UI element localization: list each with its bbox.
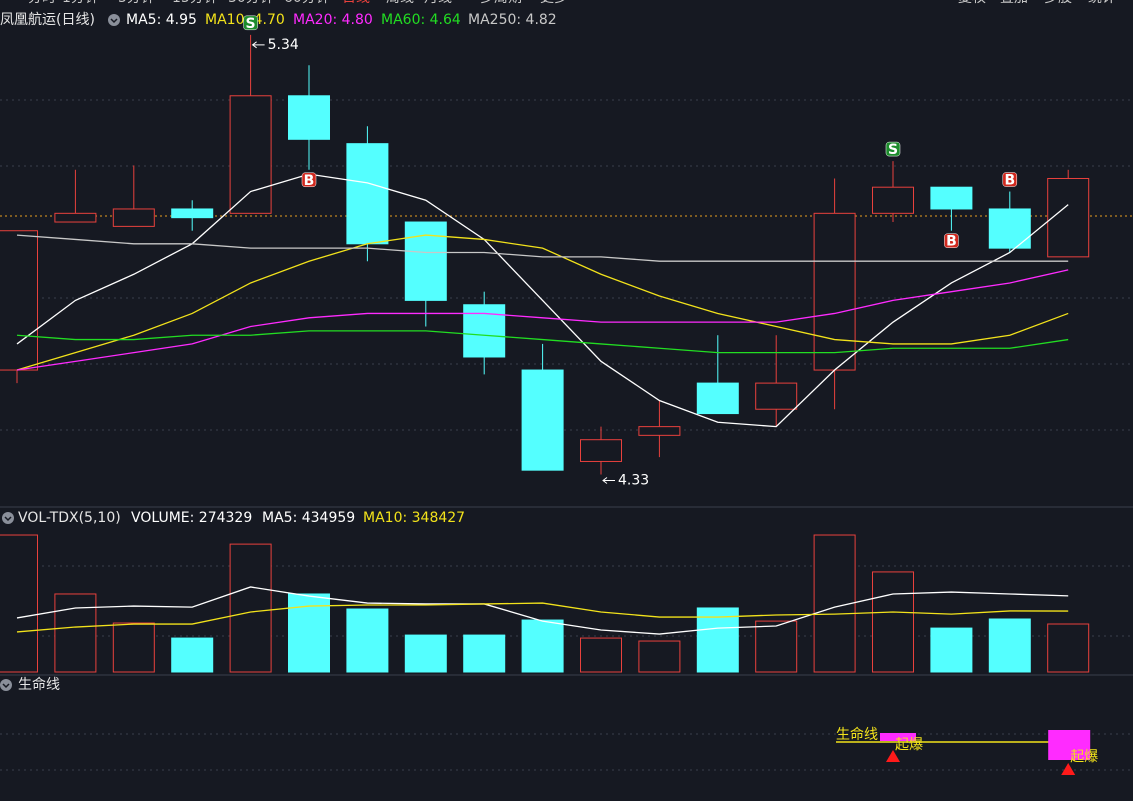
toolbar-tab[interactable]: 月线 xyxy=(424,0,452,6)
dropdown-icon xyxy=(108,14,120,26)
candle-body xyxy=(404,221,447,301)
signal-label: 起爆 xyxy=(895,737,923,753)
candle-body xyxy=(521,369,564,471)
signal-badge xyxy=(885,141,901,157)
chart-title: 凤凰航运(日线) xyxy=(0,12,95,28)
signal-badge xyxy=(1002,172,1018,187)
candle-body xyxy=(872,186,914,214)
volume-bar xyxy=(755,620,798,673)
candle-body xyxy=(755,382,798,410)
toolbar-tab[interactable]: 日线 xyxy=(342,0,370,6)
candle-body xyxy=(54,212,97,223)
volume-bar xyxy=(112,622,155,673)
volume-bar xyxy=(1047,623,1090,673)
candle-body xyxy=(346,143,389,245)
toolbar-tab[interactable]: 周线 xyxy=(386,0,414,6)
volume-bar xyxy=(638,640,681,673)
signal-label: B xyxy=(946,234,957,250)
volume-bar xyxy=(229,543,272,673)
volume-bar xyxy=(346,608,389,673)
candle-body xyxy=(1047,177,1090,258)
signal-badge xyxy=(243,15,258,31)
dropdown-arrow xyxy=(4,516,12,522)
signal-label: B xyxy=(1004,173,1015,189)
legend-entry: VOLUME: 274329 xyxy=(131,510,252,526)
toolbar-tab[interactable]: 15分钟 xyxy=(172,0,218,6)
toolbar-button[interactable]: 复权 xyxy=(958,0,986,6)
volume-bar xyxy=(872,571,914,673)
annotation-arrow xyxy=(251,41,265,49)
dropdown-icon xyxy=(0,679,12,691)
dropdown-arrow xyxy=(2,683,10,689)
panel-title: VOL-TDX(5,10) xyxy=(18,510,121,526)
annotation-label: 5.34 xyxy=(268,37,299,53)
candle-body xyxy=(463,304,506,358)
toolbar-tab[interactable]: 30分钟 xyxy=(228,0,274,6)
panel-title: 生命线 xyxy=(18,676,60,693)
annotation-arrow xyxy=(602,477,615,484)
ma-line xyxy=(16,234,1069,371)
candle-body xyxy=(171,208,214,219)
volume-bar xyxy=(463,634,506,673)
toolbar-button[interactable]: 多股 xyxy=(1044,0,1072,6)
legend-entry: MA60: 4.64 xyxy=(381,12,461,28)
candle-body xyxy=(112,208,155,227)
candle-body xyxy=(638,426,681,436)
annotation-label: 4.33 xyxy=(618,473,649,489)
ma-line xyxy=(16,234,1069,262)
volume-bar xyxy=(696,607,739,673)
signal-triangle xyxy=(886,750,900,762)
toolbar-tab[interactable]: 更多 xyxy=(540,0,568,6)
legend-entry: MA5: 434959 xyxy=(262,510,355,526)
candle-body xyxy=(988,208,1031,249)
toolbar-tab[interactable]: 分时 xyxy=(28,0,56,6)
volume-bar xyxy=(930,627,973,673)
volume-bar xyxy=(580,637,622,673)
toolbar-tab[interactable]: 5分钟 xyxy=(118,0,155,6)
candle-body xyxy=(229,95,272,214)
legend-entry: MA5: 4.95 xyxy=(126,12,197,28)
signal-label: S xyxy=(888,142,898,158)
candle-body xyxy=(580,439,622,462)
legend-entry: MA10: 348427 xyxy=(363,510,465,526)
ma-line xyxy=(16,269,1069,371)
volume-bar xyxy=(0,534,38,673)
volume-bar xyxy=(171,637,214,673)
toolbar-tab[interactable]: 多周期 xyxy=(480,0,522,6)
dropdown-icon xyxy=(2,512,14,524)
toolbar-tab[interactable]: 1分钟 xyxy=(62,0,99,6)
toolbar-tab[interactable]: 60分钟 xyxy=(284,0,330,6)
signal-box xyxy=(880,733,916,741)
volume-ma-line xyxy=(16,586,1069,635)
signal-badge xyxy=(301,172,317,188)
ma-line xyxy=(16,330,1069,354)
signal-label: S xyxy=(246,16,256,32)
volume-bar xyxy=(988,618,1031,673)
toolbar-button[interactable]: 统计 xyxy=(1088,0,1116,6)
volume-bar xyxy=(404,634,447,673)
legend-entry: MA250: 4.82 xyxy=(468,12,557,28)
candle-body xyxy=(288,95,330,140)
candle-body xyxy=(0,230,38,371)
dropdown-arrow xyxy=(110,18,118,24)
legend-entry: MA20: 4.80 xyxy=(293,12,373,28)
candle-body xyxy=(696,382,739,415)
volume-ma-line xyxy=(16,602,1069,633)
signal-label: B xyxy=(304,173,315,189)
signal-triangle xyxy=(1061,763,1076,775)
lifeline-label: 生命线 xyxy=(836,726,878,743)
signal-box xyxy=(1048,730,1091,760)
candle-body xyxy=(813,212,856,371)
toolbar-button[interactable]: 叠加 xyxy=(1000,0,1028,6)
signal-label: 起爆 xyxy=(1070,749,1098,765)
volume-bar xyxy=(54,593,97,673)
volume-bar xyxy=(521,619,564,673)
signal-badge xyxy=(944,233,959,248)
candle-body xyxy=(930,186,973,210)
